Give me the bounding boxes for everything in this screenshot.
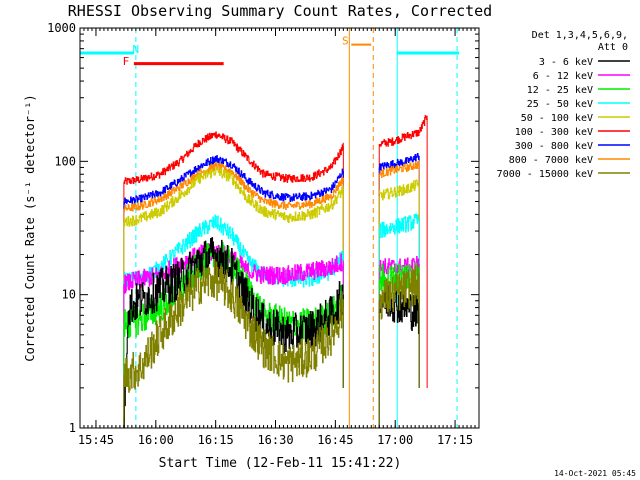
series-7000-15000-kev <box>123 259 420 428</box>
legend-label: 25 - 50 keV <box>527 99 593 110</box>
legend-label: 3 - 6 keV <box>539 57 593 68</box>
series-trace-0 <box>123 237 344 429</box>
series-trace-1 <box>379 160 420 179</box>
legend-label: 300 - 800 keV <box>515 141 593 152</box>
y-axis-label: Corrected Count Rate (s⁻¹ detector⁻¹) <box>23 94 37 361</box>
legend-label: 50 - 100 keV <box>521 113 593 124</box>
x-tick-label: 16:00 <box>138 433 174 447</box>
series-trace-1 <box>379 153 420 172</box>
series-trace-1 <box>379 115 428 147</box>
series-trace-0 <box>123 155 344 205</box>
series-50-100-kev <box>123 166 420 428</box>
legend-label: 100 - 300 keV <box>515 127 593 138</box>
x-tick-label: 17:15 <box>437 433 473 447</box>
legend-label: 800 - 7000 keV <box>509 155 593 166</box>
y-axis: 1 10 100 1000 <box>47 21 479 435</box>
plot-area: NF S <box>79 28 460 429</box>
series-trace-0 <box>123 259 344 393</box>
series-trace-0 <box>123 162 344 212</box>
legend-label: 6 - 12 keV <box>533 71 593 82</box>
x-tick-label: 16:15 <box>198 433 234 447</box>
x-tick-label: 16:45 <box>317 433 353 447</box>
legend-label: 7000 - 15000 keV <box>497 169 593 180</box>
x-axis-label: Start Time (12-Feb-11 15:41:22) <box>159 456 402 471</box>
series-800-7000-kev <box>123 160 420 428</box>
series-trace-0 <box>123 131 344 185</box>
x-tick-label: 16:30 <box>257 433 293 447</box>
annotation-f: F <box>123 55 130 68</box>
y-tick-label: 1 <box>69 421 76 435</box>
legend-header: Det 1,3,4,5,6,9, <box>532 30 628 41</box>
y-tick-label: 10 <box>62 288 76 302</box>
series-trace-0 <box>123 166 344 227</box>
y-tick-label: 100 <box>54 154 76 168</box>
series-trace-1 <box>379 179 420 201</box>
legend: Det 1,3,4,5,6,9,Att 0 3 - 6 keV 6 - 12 keV… <box>497 30 630 180</box>
series-trace-1 <box>379 213 420 238</box>
footer-timestamp: 14-Oct-2021 05:45 <box>554 469 636 478</box>
legend-header: Att 0 <box>598 42 628 53</box>
annotation-s: S <box>342 35 349 48</box>
series-trace-1 <box>379 265 420 320</box>
legend-label: 12 - 25 keV <box>527 85 593 96</box>
annotation-n: N <box>133 43 140 56</box>
chart-title: RHESSI Observing Summary Count Rates, Co… <box>68 2 492 20</box>
x-tick-label: 15:45 <box>78 433 114 447</box>
x-axis: 15:45 16:00 16:15 16:30 16:45 17:00 17:15 <box>78 28 476 447</box>
y-tick-label: 1000 <box>47 21 76 35</box>
x-tick-label: 17:00 <box>377 433 413 447</box>
